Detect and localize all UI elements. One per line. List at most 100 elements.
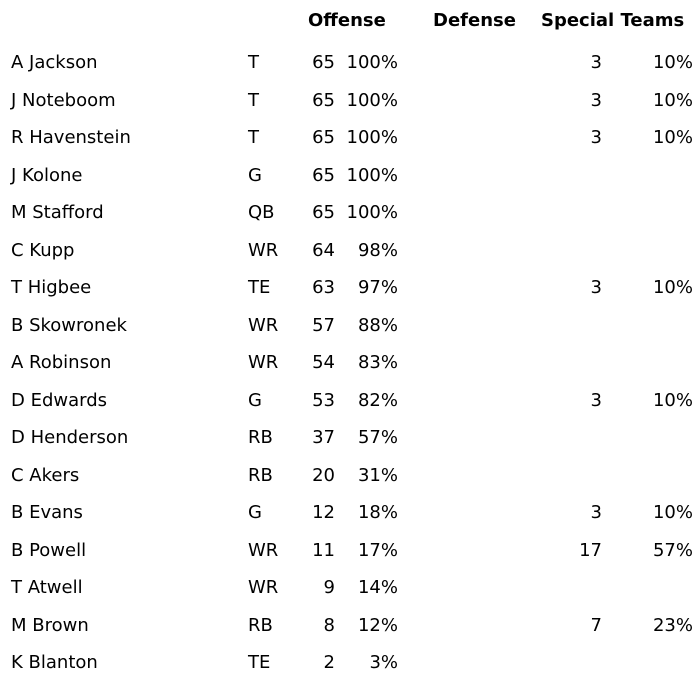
offense-snaps: 65 (312, 52, 335, 73)
player-position: WR (248, 577, 279, 598)
offense-percent: 97% (357, 277, 398, 298)
table-row: A Robinson WR 54 83% (0, 344, 700, 382)
offense-percent: 17% (357, 539, 398, 561)
table-row: B Powell WR 11 17% 17 57% (0, 532, 700, 570)
player-position: QB (248, 202, 275, 223)
offense-snaps: 65 (312, 89, 335, 111)
player-position: TE (248, 652, 271, 673)
snap-count-table: A Jackson T 65 100% 3 10% J Noteboom T 65 100% 3 10… (0, 44, 700, 682)
offense-percent: 3% (369, 652, 398, 673)
offense-snaps: 12 (312, 502, 335, 523)
offense-percent: 100% (346, 202, 398, 223)
special-teams-percent: 10% (652, 277, 693, 298)
special-teams-percent: 10% (652, 127, 693, 148)
player-position: RB (248, 427, 273, 448)
offense-percent: 100% (346, 52, 398, 73)
player-position: TE (248, 277, 271, 298)
player-name: T Atwell (11, 577, 83, 598)
table-row: C Akers RB 20 31% (0, 457, 700, 495)
special-teams-percent: 10% (652, 502, 693, 523)
offense-percent: 31% (357, 464, 398, 486)
special-teams-percent: 10% (652, 89, 693, 111)
offense-snaps: 9 (323, 577, 335, 598)
player-name: C Kupp (11, 239, 75, 261)
offense-snaps: 65 (312, 127, 335, 148)
player-name: A Jackson (11, 52, 98, 73)
player-position: G (248, 389, 262, 411)
special-teams-percent: 57% (652, 539, 693, 561)
offense-percent: 82% (357, 389, 398, 411)
offense-snaps: 65 (312, 202, 335, 223)
player-position: RB (248, 614, 273, 636)
offense-percent: 100% (346, 127, 398, 148)
player-position: T (248, 52, 259, 73)
player-position: WR (248, 352, 279, 373)
special-teams-percent: 23% (652, 614, 693, 636)
player-name: J Noteboom (11, 89, 116, 111)
offense-snaps: 63 (312, 277, 335, 298)
player-name: K Blanton (11, 652, 98, 673)
player-name: C Akers (11, 464, 80, 486)
player-name: J Kolone (11, 164, 83, 186)
special-teams-snaps: 3 (590, 277, 602, 298)
header-special-teams: Special Teams (541, 10, 685, 31)
player-name: R Havenstein (11, 127, 131, 148)
offense-snaps: 11 (312, 539, 335, 561)
player-name: M Stafford (11, 202, 104, 223)
table-row: B Evans G 12 18% 3 10% (0, 494, 700, 532)
special-teams-snaps: 3 (590, 52, 602, 73)
player-name: T Higbee (11, 277, 92, 298)
offense-percent: 18% (357, 502, 398, 523)
player-name: B Evans (11, 502, 83, 523)
special-teams-snaps: 3 (590, 127, 602, 148)
player-name: M Brown (11, 614, 89, 636)
special-teams-snaps: 3 (590, 502, 602, 523)
special-teams-snaps: 3 (590, 389, 602, 411)
player-position: WR (248, 239, 279, 261)
offense-snaps: 54 (312, 352, 335, 373)
offense-snaps: 64 (312, 239, 335, 261)
special-teams-snaps: 3 (590, 89, 602, 111)
offense-percent: 14% (357, 577, 398, 598)
table-header: Offense Defense Special Teams (0, 9, 700, 33)
special-teams-percent: 10% (652, 52, 693, 73)
table-row: D Edwards G 53 82% 3 10% (0, 382, 700, 420)
player-position: T (248, 89, 259, 111)
table-row: J Noteboom T 65 100% 3 10% (0, 82, 700, 120)
table-row: D Henderson RB 37 57% (0, 419, 700, 457)
offense-percent: 98% (357, 239, 398, 261)
offense-percent: 57% (357, 427, 398, 448)
offense-snaps: 8 (323, 614, 335, 636)
offense-snaps: 2 (323, 652, 335, 673)
player-name: D Edwards (11, 389, 108, 411)
table-row: A Jackson T 65 100% 3 10% (0, 44, 700, 82)
player-name: A Robinson (11, 352, 112, 373)
offense-percent: 88% (357, 314, 398, 336)
offense-percent: 12% (357, 614, 398, 636)
offense-snaps: 57 (312, 314, 335, 336)
table-row: K Blanton TE 2 3% (0, 644, 700, 682)
player-position: T (248, 127, 259, 148)
offense-snaps: 53 (312, 389, 335, 411)
offense-snaps: 37 (312, 427, 335, 448)
player-position: G (248, 164, 262, 186)
table-row: B Skowronek WR 57 88% (0, 307, 700, 345)
offense-snaps: 65 (312, 164, 335, 186)
special-teams-snaps: 17 (579, 539, 602, 561)
offense-percent: 100% (346, 89, 398, 111)
header-offense: Offense (308, 10, 386, 31)
player-name: B Skowronek (11, 314, 127, 336)
player-name: B Powell (11, 539, 87, 561)
player-position: RB (248, 464, 273, 486)
player-position: WR (248, 539, 279, 561)
table-row: J Kolone G 65 100% (0, 157, 700, 195)
table-row: T Atwell WR 9 14% (0, 569, 700, 607)
header-defense: Defense (433, 10, 516, 31)
player-position: WR (248, 314, 279, 336)
table-row: C Kupp WR 64 98% (0, 232, 700, 270)
table-row: R Havenstein T 65 100% 3 10% (0, 119, 700, 157)
offense-snaps: 20 (312, 464, 335, 486)
table-row: M Stafford QB 65 100% (0, 194, 700, 232)
player-position: G (248, 502, 262, 523)
special-teams-snaps: 7 (590, 614, 602, 636)
